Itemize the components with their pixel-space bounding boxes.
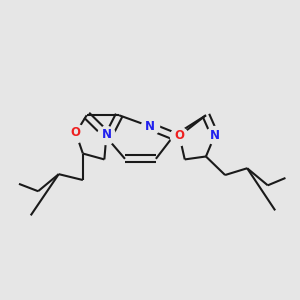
Text: N: N [101,128,111,141]
Text: O: O [174,129,184,142]
Text: N: N [210,129,220,142]
Text: O: O [71,126,81,140]
Text: N: N [145,120,155,133]
